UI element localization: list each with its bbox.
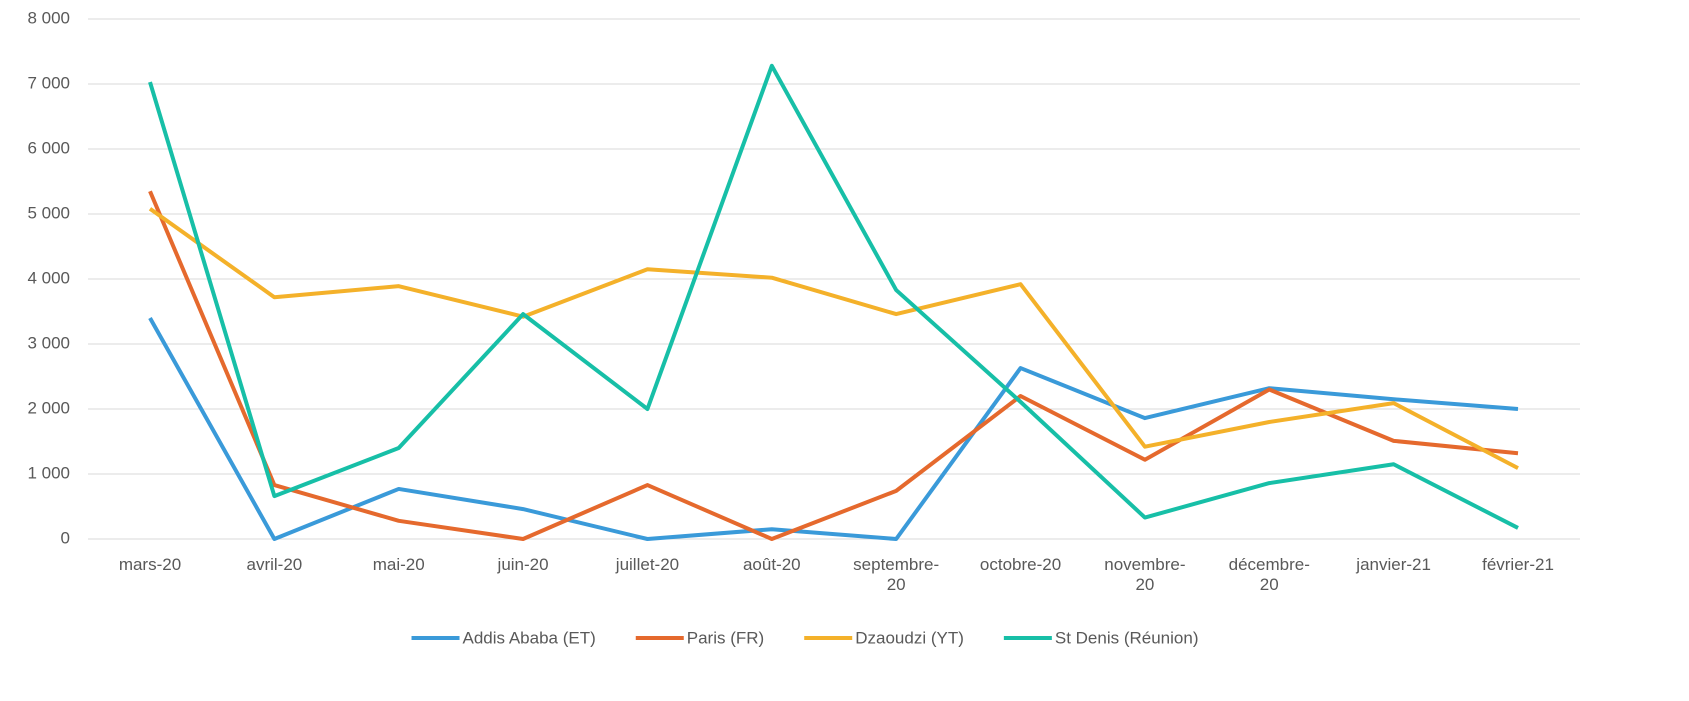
y-tick-label: 0 (61, 528, 70, 547)
line-series (148, 207, 1519, 470)
legend-label: Dzaoudzi (YT) (855, 628, 964, 647)
legend-label: Addis Ababa (ET) (463, 628, 596, 647)
y-tick-label: 6 000 (27, 138, 70, 157)
x-tick-label: avril-20 (246, 555, 303, 574)
x-tick-label: octobre-20 (979, 555, 1062, 574)
x-tick-label: novembre-20 (1104, 555, 1186, 594)
x-tick-label: mars-20 (118, 555, 182, 574)
y-tick-label: 4 000 (27, 268, 70, 287)
y-tick-label: 1 000 (27, 463, 70, 482)
y-tick-label: 2 000 (27, 398, 70, 417)
y-tick-label: 5 000 (27, 203, 70, 222)
x-tick-label: décembre-20 (1228, 555, 1310, 594)
line-series (148, 317, 1519, 541)
x-tick-label: juillet-20 (615, 555, 680, 574)
line-series (148, 190, 1519, 541)
y-tick-label: 8 000 (27, 8, 70, 27)
x-tick-label: mai-20 (372, 555, 425, 574)
y-tick-label: 7 000 (27, 73, 70, 92)
y-tick-label: 3 000 (27, 333, 70, 352)
legend-label: St Denis (Réunion) (1055, 628, 1199, 647)
x-tick-label: février-21 (1482, 555, 1554, 574)
x-tick-label: septembre-20 (853, 555, 940, 594)
x-tick-label: janvier-21 (1356, 555, 1431, 574)
legend-label: Paris (FR) (687, 628, 764, 647)
line-series (148, 63, 1519, 530)
x-tick-label: août-20 (742, 555, 801, 574)
x-tick-label: juin-20 (497, 555, 549, 574)
